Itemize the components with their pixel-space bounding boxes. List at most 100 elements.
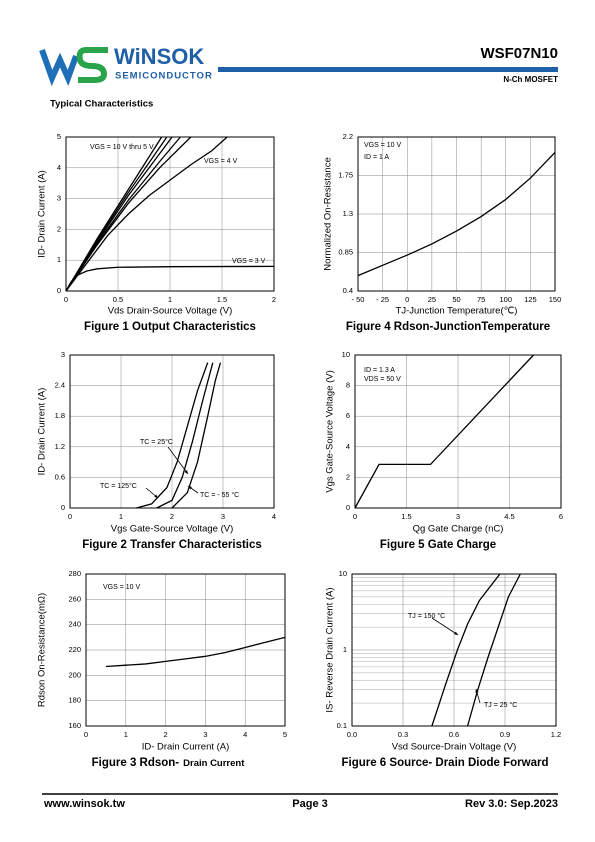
- curve: [156, 362, 214, 509]
- figure-caption: Figure 5 Gate Charge: [380, 539, 496, 551]
- annotation: TJ = 25 °C: [484, 701, 517, 709]
- curve: [431, 573, 501, 727]
- annotation: VGS = 10 V: [364, 142, 401, 149]
- x-tick-label: 0: [68, 512, 72, 521]
- y-axis-label: ID- Drain Current (A): [37, 388, 48, 476]
- y-tick-label: 2: [57, 224, 61, 233]
- section-title: Typical Characteristics: [50, 99, 153, 110]
- x-tick-label: 150: [549, 295, 562, 304]
- arrow-head: [454, 631, 458, 635]
- curve: [357, 151, 556, 277]
- y-tick-label: 0.1: [337, 721, 347, 730]
- annotation: VGS = 4 V: [204, 158, 238, 165]
- x-tick-label: 75: [477, 295, 485, 304]
- y-tick-label: 3: [61, 350, 65, 359]
- annotation: ID = 1 A: [364, 154, 389, 161]
- y-axis-label: IS- Reverse Drain Current (A): [325, 587, 336, 712]
- x-tick-label: 0: [405, 295, 409, 304]
- chart: 0 1.5 3 4.5 6 0 2 4 6 8 10 Qg Gate Charge (nC) Vgs G…: [325, 350, 564, 551]
- x-tick-label: 0: [353, 512, 357, 521]
- y-tick-label: 1.75: [338, 170, 353, 179]
- x-axis-label: Qg Gate Charge (nC): [413, 524, 504, 535]
- y-tick-label: 8: [346, 381, 350, 390]
- chart: 0.0 0.3 0.6 0.9 1.2 0.1 1 10 Vsd Source-Drain Vo…: [325, 569, 562, 769]
- curve: [65, 136, 228, 292]
- annotation: ID = 1.3 A: [364, 367, 395, 374]
- y-tick-label: 4: [346, 442, 350, 451]
- arrow-head: [154, 494, 158, 498]
- figure-caption: Figure 2 Transfer Characteristics: [82, 539, 262, 551]
- figure-caption: Figure 1 Output Characteristics: [84, 321, 256, 333]
- footer-revision: Rev 3.0: Sep.2023: [465, 798, 558, 810]
- annotation: TC = 125°C: [100, 482, 137, 490]
- x-axis-label: Vgs Gate-Source Voltage (V): [111, 524, 234, 535]
- x-tick-label: 5: [283, 730, 287, 739]
- x-tick-label: 0.9: [500, 730, 510, 739]
- y-tick-label: 260: [68, 594, 81, 603]
- curve: [354, 354, 535, 509]
- figure-caption: Figure 4 Rdson-JunctionTemperature: [346, 321, 550, 333]
- y-tick-label: 1.8: [55, 411, 65, 420]
- x-tick-label: 50: [452, 295, 460, 304]
- plot-frame: [65, 136, 275, 292]
- annotation-arrow: [431, 617, 459, 636]
- y-tick-label: 1: [343, 645, 347, 654]
- figure-caption: Figure 6 Source- Drain Diode Forward: [341, 757, 548, 769]
- y-tick-label: 220: [68, 645, 81, 654]
- logo-mark-s: [76, 47, 108, 83]
- curve: [65, 265, 275, 292]
- y-tick-label: 4: [57, 163, 61, 172]
- y-tick-label: 3: [57, 194, 61, 203]
- y-tick-label: 10: [342, 350, 350, 359]
- logo: WiNSOK SEMICONDUCTOR: [39, 44, 212, 87]
- annotation: TC = - 55 °C: [200, 491, 239, 499]
- x-tick-label: 0.0: [347, 730, 357, 739]
- x-tick-label: 3: [203, 730, 207, 739]
- x-tick-label: 1.5: [217, 295, 227, 304]
- x-tick-label: 6: [559, 512, 563, 521]
- annotation: VGS = 10 V thru 5 V: [90, 144, 154, 151]
- annotation: VGS = 10 V: [103, 584, 140, 591]
- y-axis-label: Normalized On-Resistance: [323, 157, 334, 271]
- x-tick-label: 0.5: [113, 295, 123, 304]
- logo-mark: [39, 48, 79, 87]
- y-tick-label: 0.85: [338, 247, 353, 256]
- caption-part: Drain Current: [183, 758, 245, 769]
- x-tick-label: 0.3: [398, 730, 408, 739]
- x-tick-label: 4.5: [504, 512, 514, 521]
- x-axis-label: ID- Drain Current (A): [142, 742, 230, 753]
- x-tick-label: 125: [524, 295, 537, 304]
- x-tick-label: 2: [272, 295, 276, 304]
- x-tick-label: 4: [243, 730, 247, 739]
- chart: - 50 - 25 0 25 50 75 100 125 150 0.4 0.85 1.3 1.75 2.…: [323, 132, 562, 333]
- x-tick-label: 3: [221, 512, 225, 521]
- x-tick-label: 2: [164, 730, 168, 739]
- plot-frame: [351, 573, 557, 727]
- x-axis-label: TJ-Junction Temperature(℃): [396, 306, 518, 317]
- plot-frame: [354, 354, 562, 509]
- annotation: TJ = 150 °C: [408, 612, 445, 620]
- x-tick-label: 1.5: [401, 512, 411, 521]
- x-tick-label: 0.6: [449, 730, 459, 739]
- x-tick-label: 1: [168, 295, 172, 304]
- y-tick-label: 5: [57, 132, 61, 141]
- y-axis-label: Rdson On-Resistance(mΩ): [37, 593, 48, 707]
- y-tick-label: 1.3: [343, 209, 353, 218]
- x-tick-label: 2: [170, 512, 174, 521]
- y-tick-label: 280: [68, 569, 81, 578]
- plot-frame: [357, 136, 556, 292]
- y-tick-label: 10: [339, 569, 347, 578]
- y-tick-label: 0: [57, 286, 61, 295]
- caption-part: Figure 3 Rdson-: [92, 757, 180, 769]
- figure-caption: Figure 3 Rdson- Drain Current: [92, 757, 246, 769]
- y-tick-label: 240: [68, 620, 81, 629]
- y-tick-label: 1.2: [55, 442, 65, 451]
- y-tick-label: 1: [57, 255, 61, 264]
- curve: [466, 573, 521, 727]
- part-number: WSF07N10: [480, 45, 558, 62]
- x-tick-label: 100: [499, 295, 512, 304]
- x-tick-label: - 25: [376, 295, 389, 304]
- footer-page: Page 3: [292, 798, 327, 810]
- y-tick-label: 0.4: [343, 286, 353, 295]
- x-tick-label: 1: [119, 512, 123, 521]
